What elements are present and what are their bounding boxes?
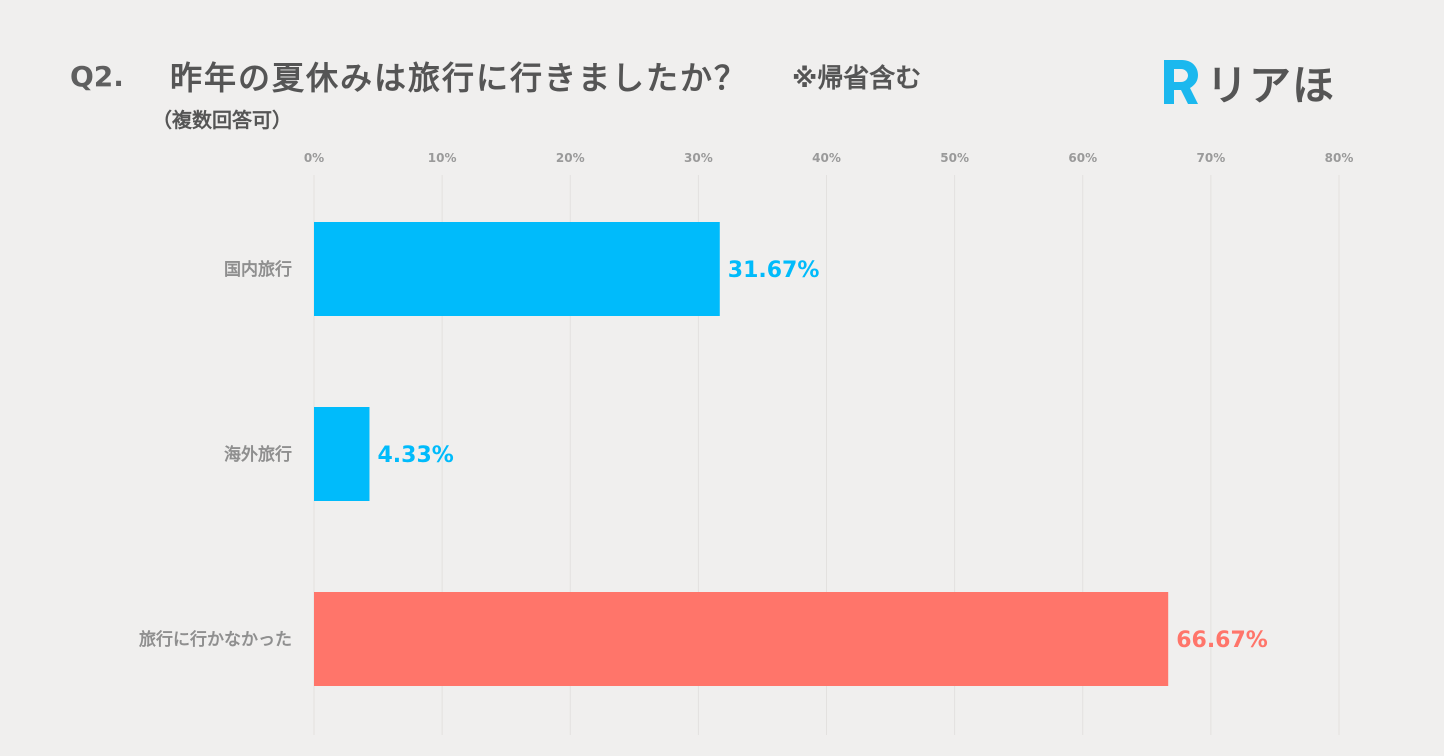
data-label: 66.67% bbox=[1176, 628, 1268, 653]
x-tick-label: 40% bbox=[812, 151, 841, 165]
logo-r-shape bbox=[1164, 60, 1198, 104]
data-label: 31.67% bbox=[728, 258, 820, 283]
x-tick-label: 20% bbox=[556, 151, 585, 165]
question-note: ※帰省含む bbox=[792, 63, 922, 94]
chart-title: Q2. 昨年の夏休みは旅行に行きましたか？ ※帰省含む bbox=[70, 52, 921, 100]
bar bbox=[314, 407, 370, 501]
logo-text: リアほ bbox=[1206, 60, 1336, 110]
bar bbox=[314, 592, 1169, 686]
category-label: 海外旅行 bbox=[224, 444, 292, 465]
data-label: 4.33% bbox=[377, 443, 453, 468]
x-tick-label: 30% bbox=[684, 151, 713, 165]
question-number: Q2. bbox=[70, 59, 124, 93]
x-tick-label: 10% bbox=[428, 151, 457, 165]
x-tick-label: 50% bbox=[940, 151, 969, 165]
logo-r-icon bbox=[1164, 60, 1198, 104]
category-label: 国内旅行 bbox=[224, 259, 292, 280]
x-tick-label: 60% bbox=[1068, 151, 1097, 165]
x-tick-label: 70% bbox=[1197, 151, 1226, 165]
question-text: 昨年の夏休みは旅行に行きましたか？ bbox=[170, 59, 749, 97]
x-tick-label: 0% bbox=[304, 151, 324, 165]
bar bbox=[314, 222, 720, 316]
chart-subtitle: （複数回答可） bbox=[152, 108, 292, 132]
x-tick-label: 80% bbox=[1325, 151, 1354, 165]
brand-logo: リアほ bbox=[1158, 54, 1335, 110]
category-label: 旅行に行かなかった bbox=[139, 629, 292, 650]
